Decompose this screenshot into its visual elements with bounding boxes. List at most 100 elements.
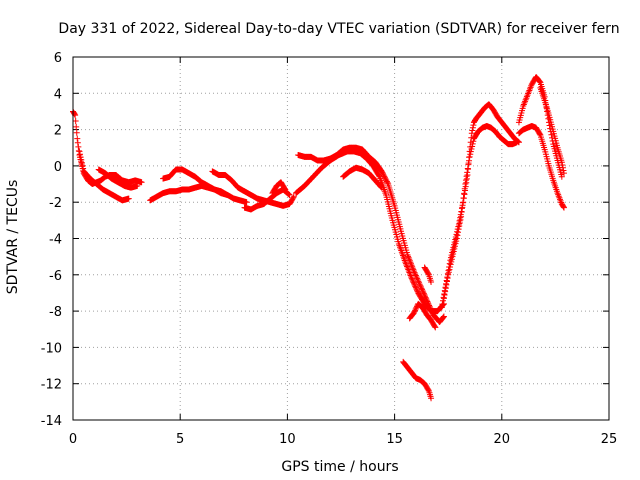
data-point (73, 129, 80, 136)
data-point (383, 177, 390, 184)
data-point (466, 157, 473, 164)
data-point (406, 270, 413, 277)
data-point (458, 209, 465, 216)
grid (73, 57, 609, 420)
data-point (407, 259, 414, 266)
data-point (463, 173, 470, 180)
data-point (425, 270, 432, 277)
data-point (558, 173, 565, 180)
data-point (457, 216, 464, 223)
data-point (379, 169, 386, 176)
series-track-h (269, 179, 289, 197)
x-tick-label: 20 (494, 432, 511, 447)
data-point (404, 251, 411, 258)
data-point (290, 194, 297, 201)
data-point (469, 140, 476, 147)
x-tick-label: 15 (386, 432, 403, 447)
series-track-j (295, 144, 447, 325)
data-point (410, 268, 417, 275)
data-point (468, 130, 475, 137)
data-point (424, 299, 431, 306)
data-point (405, 254, 412, 261)
y-tick-label: 4 (54, 87, 62, 102)
data-point (464, 169, 471, 176)
data-point (407, 260, 414, 267)
data-point (442, 285, 449, 292)
data-point (432, 324, 439, 331)
x-tick-label: 5 (176, 432, 184, 447)
data-point (417, 282, 424, 289)
data-point (412, 307, 419, 314)
data-point (79, 162, 86, 169)
y-tick-label: -12 (41, 378, 62, 393)
data-point (382, 175, 389, 182)
data-point (428, 307, 435, 314)
data-point (441, 292, 448, 299)
x-tick-label: 10 (279, 432, 296, 447)
data-point (448, 256, 455, 263)
series-track-m (421, 264, 435, 286)
data-point (469, 143, 476, 150)
data-point (413, 285, 420, 292)
data-point (447, 261, 454, 268)
series-track-l (406, 300, 439, 331)
data-point (406, 269, 413, 276)
data-point (559, 164, 566, 171)
data-point (410, 309, 417, 316)
data-point (462, 177, 469, 184)
data-point (468, 146, 475, 153)
data-point (419, 287, 426, 294)
data-point (453, 238, 460, 245)
data-point (444, 275, 451, 282)
data-point (290, 193, 297, 200)
y-tick-label: -14 (41, 414, 62, 429)
data-point (429, 309, 436, 316)
data-point (73, 123, 80, 130)
data-point (465, 161, 472, 168)
data-point (423, 297, 430, 304)
data-point (424, 298, 431, 305)
series-track-p (440, 122, 520, 302)
data-point (377, 183, 384, 190)
data-point (412, 306, 419, 313)
data-point (413, 273, 420, 280)
plot-frame (72, 56, 610, 421)
y-tick-label: -8 (49, 305, 62, 320)
data-point (138, 179, 145, 186)
data-point (459, 204, 466, 211)
data-point (281, 185, 288, 192)
data-point (558, 159, 565, 166)
y-tick-label: -6 (49, 269, 62, 284)
series-track-k (340, 164, 385, 191)
data-point (467, 151, 474, 158)
data-point (405, 253, 412, 260)
data-point (418, 285, 425, 292)
data-point (462, 181, 469, 188)
data-point (125, 195, 132, 202)
data-point (412, 271, 419, 278)
data-point (408, 262, 415, 269)
data-point (411, 269, 418, 276)
data-point (425, 386, 432, 393)
data-point (378, 184, 385, 191)
y-axis-label: SDTVAR / TECUs (5, 180, 21, 295)
data-point (464, 165, 471, 172)
y-tick-labels: -14 -12 -10 -8 -6 -4 -2 0 2 4 6 (41, 51, 62, 429)
y-tick-label: 2 (54, 124, 62, 139)
data-point (381, 174, 388, 181)
data-point (470, 122, 477, 129)
data-point (419, 286, 426, 293)
data-point (452, 240, 459, 247)
data-point (282, 186, 289, 193)
data-point (383, 178, 390, 185)
data-point (384, 179, 391, 186)
data-point (560, 203, 567, 210)
data-point (442, 288, 449, 295)
data-point (440, 314, 447, 321)
data-point (404, 265, 411, 272)
data-point (455, 229, 462, 236)
data-point (78, 159, 85, 166)
data-point (422, 294, 429, 301)
data-point (445, 269, 452, 276)
data-point (428, 395, 435, 402)
